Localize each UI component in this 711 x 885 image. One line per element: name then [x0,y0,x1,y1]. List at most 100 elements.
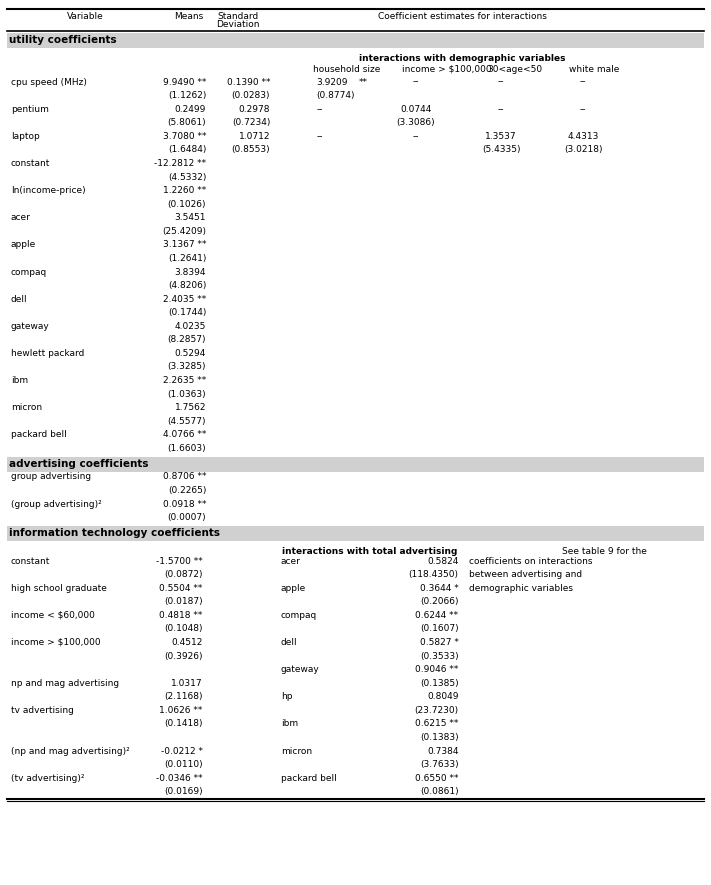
Text: 0.6550 **: 0.6550 ** [415,773,459,782]
Text: (1.0363): (1.0363) [168,389,206,398]
Text: cpu speed (MHz): cpu speed (MHz) [11,78,87,87]
Text: 0.2978: 0.2978 [239,104,270,113]
Text: interactions with demographic variables: interactions with demographic variables [359,54,565,63]
Text: (0.1048): (0.1048) [164,625,203,634]
Text: Variable: Variable [67,12,104,21]
Text: group advertising: group advertising [11,473,91,481]
Text: 0.0744: 0.0744 [400,104,432,113]
Text: 0.1390 **: 0.1390 ** [227,78,270,87]
Text: ibm: ibm [281,720,298,728]
Text: (5.8061): (5.8061) [168,119,206,127]
Text: 0.8706 **: 0.8706 ** [163,473,206,481]
Text: (0.0169): (0.0169) [164,788,203,796]
Text: -12.2812 **: -12.2812 ** [154,159,206,168]
Text: 1.7562: 1.7562 [175,404,206,412]
Text: gateway: gateway [281,666,320,674]
Text: (118.4350): (118.4350) [409,570,459,579]
Text: laptop: laptop [11,132,39,141]
Text: 0.4818 **: 0.4818 ** [159,611,203,620]
Text: 0.4512: 0.4512 [171,638,203,647]
Text: --: -- [316,104,323,113]
Text: (0.1026): (0.1026) [168,200,206,209]
Text: (0.0110): (0.0110) [164,760,203,769]
Text: 3.8394: 3.8394 [175,267,206,276]
Text: **: ** [359,78,368,87]
Text: (tv advertising)²: (tv advertising)² [11,773,84,782]
Text: acer: acer [281,557,301,566]
Text: acer: acer [11,213,31,222]
Text: hewlett packard: hewlett packard [11,349,84,358]
Text: 2.2635 **: 2.2635 ** [163,376,206,385]
Text: 3.7080 **: 3.7080 ** [163,132,206,141]
Text: (1.1262): (1.1262) [168,91,206,100]
Text: coefficients on interactions: coefficients on interactions [469,557,593,566]
Text: See table 9 for the: See table 9 for the [562,547,646,556]
Text: -0.0212 *: -0.0212 * [161,747,203,756]
Text: 1.2260 **: 1.2260 ** [163,186,206,195]
Text: interactions with total advertising: interactions with total advertising [282,547,457,556]
Text: (0.7234): (0.7234) [232,119,270,127]
Text: -1.5700 **: -1.5700 ** [156,557,203,566]
Text: (0.2066): (0.2066) [420,597,459,606]
Text: (3.3285): (3.3285) [168,363,206,372]
Text: (group advertising)²: (group advertising)² [11,499,102,509]
Text: 9.9490 **: 9.9490 ** [163,78,206,87]
Text: np and mag advertising: np and mag advertising [11,679,119,688]
Text: 30<age<50: 30<age<50 [487,65,542,73]
Text: Deviation: Deviation [216,19,260,29]
Text: (0.3533): (0.3533) [420,651,459,660]
Text: 0.3644 *: 0.3644 * [419,584,459,593]
Text: (0.2265): (0.2265) [168,486,206,495]
Text: (3.3086): (3.3086) [397,119,435,127]
Text: information technology coefficients: information technology coefficients [9,528,220,538]
Text: ibm: ibm [11,376,28,385]
Text: (3.7633): (3.7633) [420,760,459,769]
Text: -0.0346 **: -0.0346 ** [156,773,203,782]
Text: white male: white male [569,65,619,73]
FancyBboxPatch shape [7,457,704,472]
Text: --: -- [498,104,505,113]
Text: (0.3926): (0.3926) [164,651,203,660]
Text: demographic variables: demographic variables [469,584,573,593]
Text: hp: hp [281,692,292,701]
Text: (0.1418): (0.1418) [164,720,203,728]
Text: apple: apple [11,241,36,250]
Text: (0.8774): (0.8774) [316,91,355,100]
Text: 3.5451: 3.5451 [175,213,206,222]
Text: --: -- [412,78,419,87]
Text: --: -- [579,78,587,87]
Text: 1.3537: 1.3537 [486,132,517,141]
Text: 0.5504 **: 0.5504 ** [159,584,203,593]
Text: utility coefficients: utility coefficients [9,35,116,45]
Text: 0.0918 **: 0.0918 ** [163,499,206,509]
Text: --: -- [498,78,505,87]
Text: 3.1367 **: 3.1367 ** [163,241,206,250]
Text: income > $100,000: income > $100,000 [11,638,100,647]
Text: (25.4209): (25.4209) [162,227,206,235]
Text: Coefficient estimates for interactions: Coefficient estimates for interactions [378,12,547,21]
Text: (1.6603): (1.6603) [168,444,206,453]
Text: (5.4335): (5.4335) [482,145,520,154]
Text: (0.8553): (0.8553) [232,145,270,154]
Text: constant: constant [11,557,50,566]
Text: advertising coefficients: advertising coefficients [9,458,148,469]
Text: packard bell: packard bell [11,430,66,439]
Text: (np and mag advertising)²: (np and mag advertising)² [11,747,129,756]
Text: 2.4035 **: 2.4035 ** [163,295,206,304]
Text: 1.0712: 1.0712 [239,132,270,141]
Text: micron: micron [281,747,312,756]
Text: 0.9046 **: 0.9046 ** [415,666,459,674]
Text: ln(income-price): ln(income-price) [11,186,85,195]
Text: 0.8049: 0.8049 [427,692,459,701]
Text: apple: apple [281,584,306,593]
Text: (0.0007): (0.0007) [168,513,206,522]
Text: 3.9209: 3.9209 [316,78,348,87]
Text: Standard: Standard [218,12,259,21]
Text: compaq: compaq [11,267,47,276]
Text: micron: micron [11,404,42,412]
Text: high school graduate: high school graduate [11,584,107,593]
Text: income < $60,000: income < $60,000 [11,611,95,620]
Text: (1.2641): (1.2641) [168,254,206,263]
Text: 0.2499: 0.2499 [175,104,206,113]
Text: (23.7230): (23.7230) [415,706,459,715]
